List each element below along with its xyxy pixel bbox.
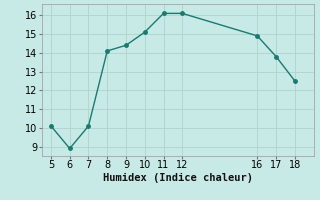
- X-axis label: Humidex (Indice chaleur): Humidex (Indice chaleur): [103, 173, 252, 183]
